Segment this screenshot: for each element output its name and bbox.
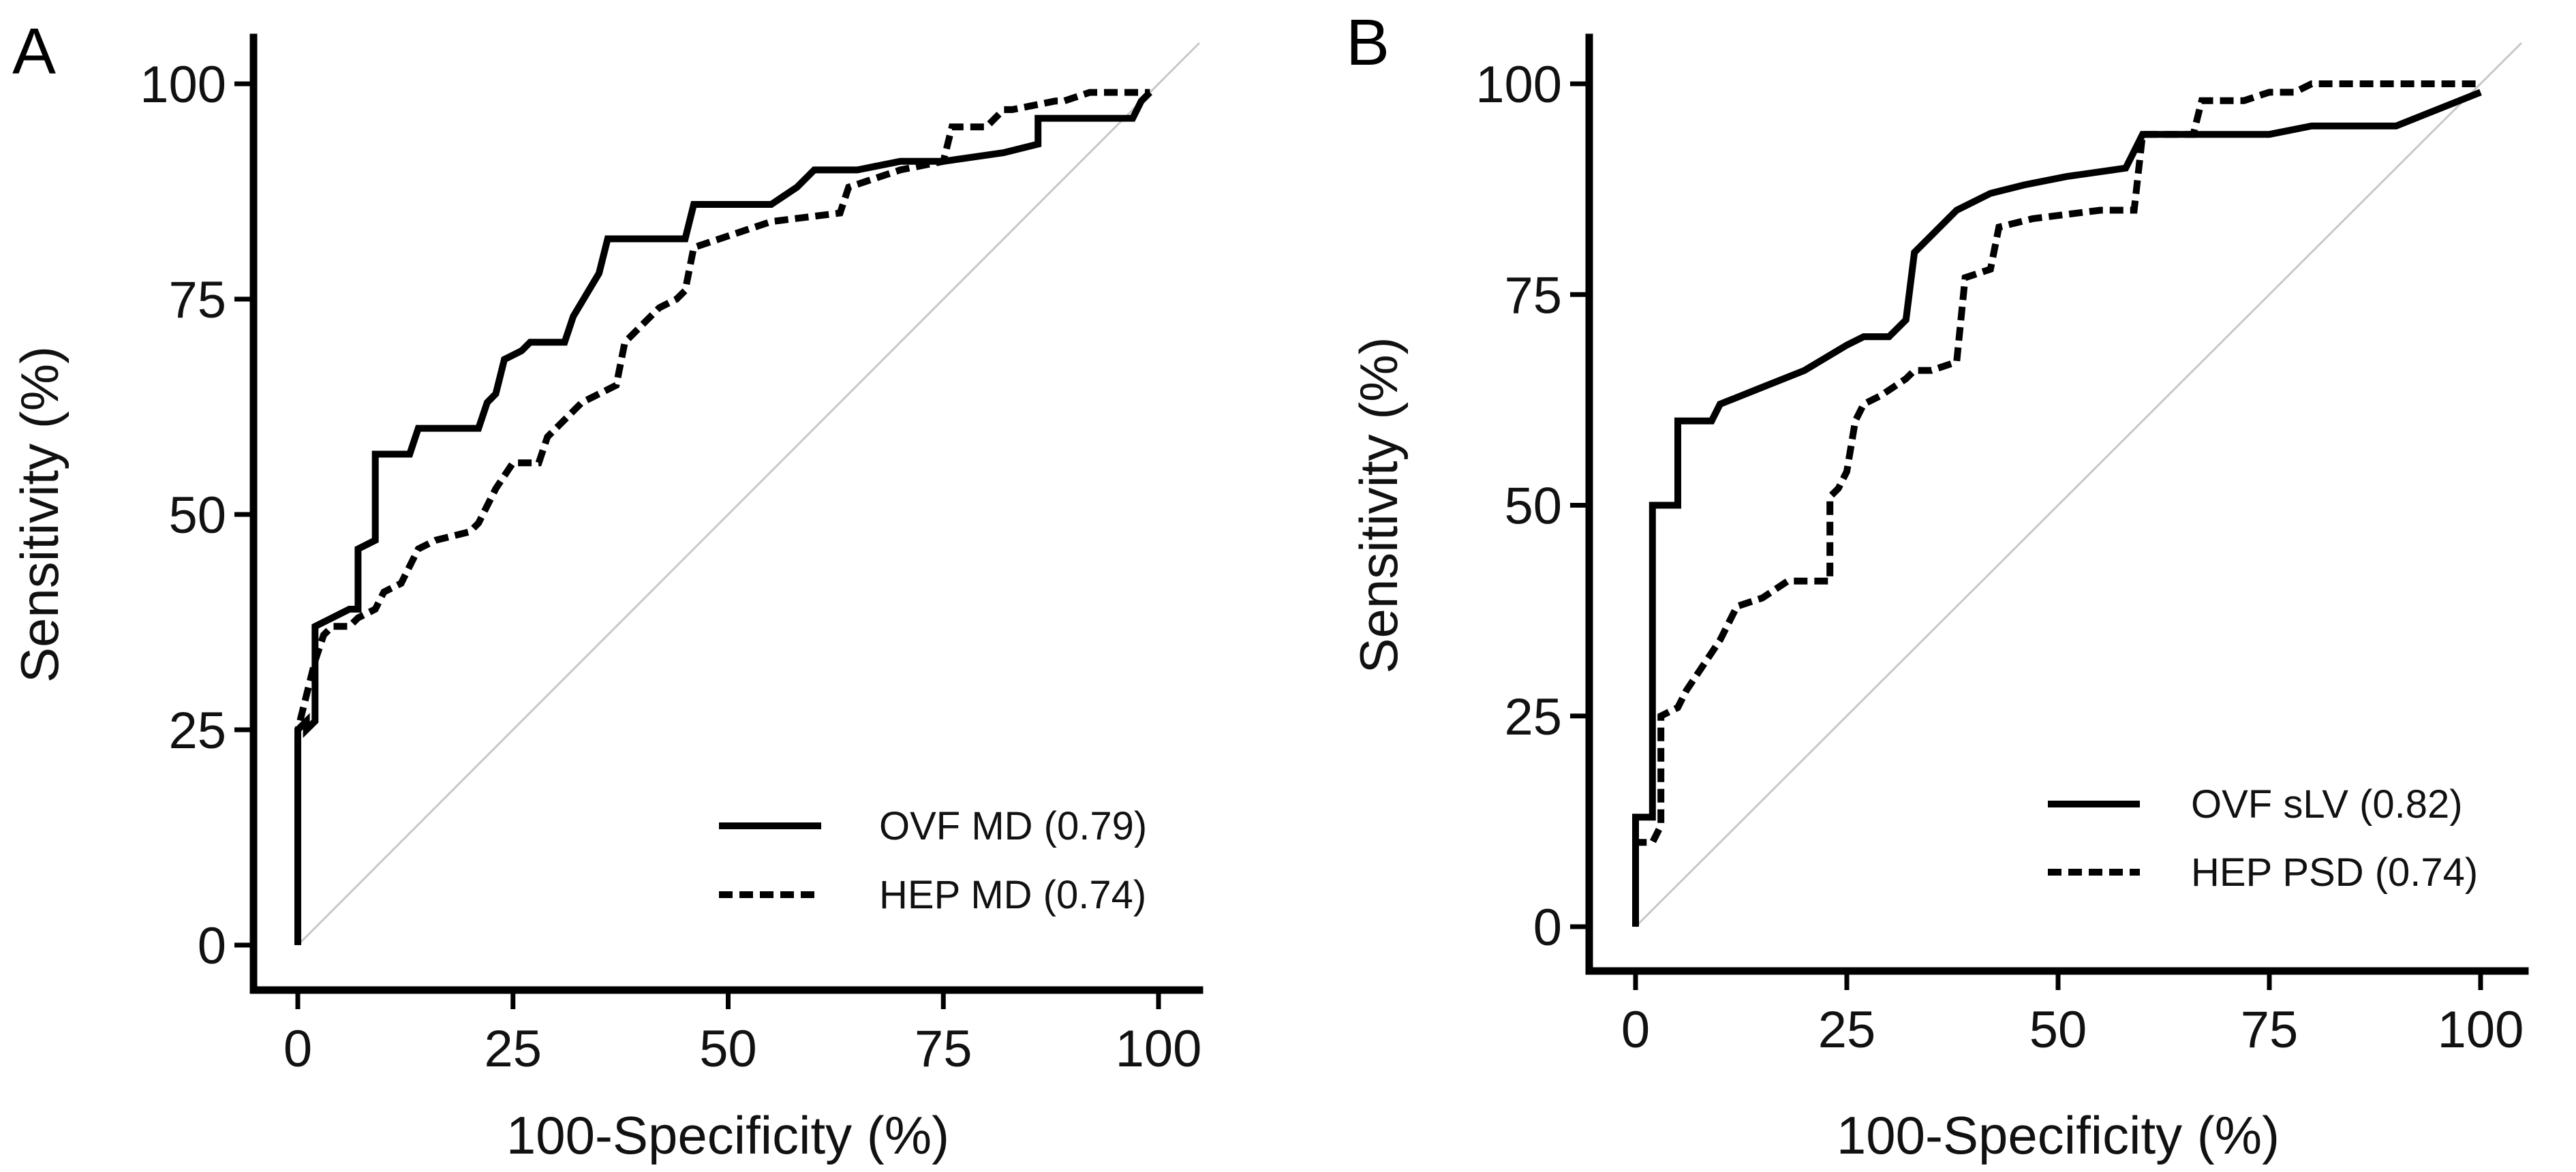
legend-entry-label: OVF sLV (0.82) (2191, 782, 2463, 827)
reference-diagonal-line (296, 42, 1201, 946)
y-tick-label: 50 (168, 487, 226, 544)
y-tick-label: 100 (1475, 56, 1562, 114)
roc-curve-dashed (1632, 80, 2481, 927)
y-axis-title: Sensitivity (%) (1349, 337, 1409, 673)
legend-entry-label: OVF MD (0.79) (879, 804, 1147, 848)
y-tick-label: 0 (1533, 899, 1562, 957)
x-tick-label: 0 (283, 1020, 312, 1078)
panel-label: A (12, 15, 56, 88)
legend-entry-label: HEP MD (0.74) (879, 873, 1146, 917)
panel-b: B 0 25 50 75 100 0 25 50 75 100 Sensitivity (%) 100-… (1346, 6, 2529, 1165)
x-tick-label: 50 (2029, 1001, 2087, 1059)
x-tick-label: 25 (1818, 1001, 1876, 1059)
x-tick-label: 0 (1621, 1001, 1650, 1059)
x-tick-label: 25 (484, 1020, 542, 1078)
x-tick-label: 100 (2438, 1001, 2524, 1059)
x-axis-title: 100-Specificity (%) (506, 1105, 949, 1165)
x-tick-label: 50 (699, 1020, 757, 1078)
x-tick-label: 75 (915, 1020, 972, 1078)
legend-entry-label: HEP PSD (0.74) (2191, 850, 2478, 895)
y-tick-label: 100 (140, 56, 226, 114)
x-tick-label: 100 (1116, 1020, 1202, 1078)
y-tick-label: 75 (168, 271, 226, 329)
panel-a: A 0 25 50 75 100 0 25 50 75 100 Sensitivity (%) 100-… (10, 15, 1203, 1165)
x-axis-title: 100-Specificity (%) (1837, 1105, 2280, 1165)
y-tick-label: 25 (168, 702, 226, 760)
y-tick-label: 50 (1504, 478, 1562, 536)
roc-curve-dashed (294, 89, 1150, 945)
reference-diagonal-line (1634, 42, 2523, 928)
y-tick-label: 25 (1504, 688, 1562, 746)
y-tick-label: 75 (1504, 266, 1562, 324)
panel-label: B (1346, 6, 1390, 79)
y-tick-label: 0 (198, 917, 226, 975)
y-axis-title: Sensitivity (%) (10, 346, 70, 683)
roc-curve-solid (1632, 89, 2482, 927)
x-tick-label: 75 (2241, 1001, 2299, 1059)
